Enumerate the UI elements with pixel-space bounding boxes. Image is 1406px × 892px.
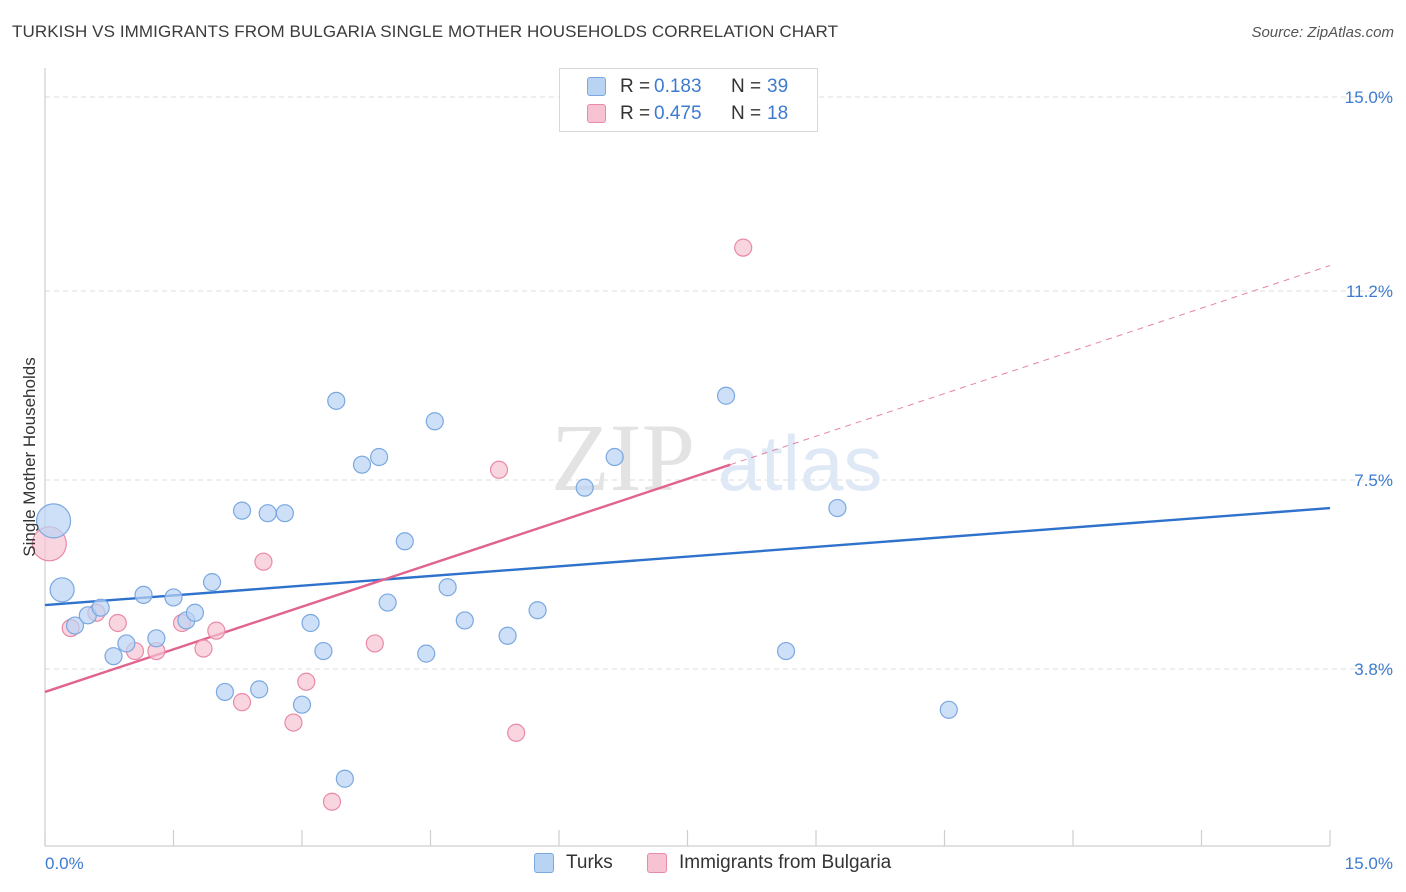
turks-point — [185, 603, 205, 622]
bulgaria-point — [322, 792, 342, 811]
turks-point — [716, 386, 736, 405]
legend-label-bulgaria: Immigrants from Bulgaria — [679, 852, 892, 873]
turks-point — [828, 498, 847, 518]
r-value: 0.183 — [654, 76, 702, 97]
n-label: N = — [731, 76, 762, 97]
turks-point — [417, 644, 436, 663]
turks-point — [65, 616, 85, 635]
turks-point — [275, 504, 294, 523]
y-tick-label: 7.5% — [1354, 471, 1393, 490]
y-tick-labels: 3.8% 7.5% 11.2% 15.0% — [1345, 88, 1393, 679]
turks-point — [202, 573, 222, 592]
turks-point — [49, 577, 75, 603]
correlation-legend: R = 0.183 N = 39 R = 0.475 N = 18 — [559, 68, 818, 132]
turks-point — [91, 598, 110, 617]
bulgaria-swatch — [647, 853, 667, 873]
bulgaria-point — [232, 693, 252, 712]
trend-lines — [44, 265, 1331, 694]
turks-point — [215, 682, 234, 702]
turks-point — [425, 412, 444, 431]
turks-point — [250, 680, 269, 699]
turks-point — [335, 769, 354, 788]
turks-point — [35, 503, 72, 539]
r-value: 0.475 — [654, 103, 702, 124]
turks-point — [776, 641, 796, 661]
turks-point — [370, 447, 389, 467]
turks-point — [117, 634, 136, 653]
y-tick-label: 15.0% — [1345, 88, 1393, 107]
turks-point — [301, 613, 320, 633]
x-tick-label: 0.0% — [45, 854, 84, 873]
x-tick-labels: 0.0% 15.0% — [45, 854, 1393, 873]
turks-swatch — [587, 77, 606, 96]
turks-point — [438, 578, 457, 597]
bulgaria-point — [507, 723, 526, 742]
x-tick-label: 15.0% — [1345, 854, 1393, 873]
legend-item-turks[interactable]: Turks — [534, 852, 613, 874]
watermark-atlas: atlas — [718, 419, 883, 507]
r-label: R = — [620, 76, 651, 97]
legend-item-bulgaria[interactable]: Immigrants from Bulgaria — [647, 852, 891, 874]
data-points — [31, 238, 958, 811]
bulgaria-point — [254, 552, 273, 571]
turks-point — [395, 532, 414, 551]
n-label: N = — [731, 103, 762, 124]
turks-point — [232, 501, 252, 520]
bulgaria-point — [284, 713, 303, 732]
turks-point — [575, 478, 594, 497]
watermark: ZIP atlas — [551, 404, 882, 511]
turks-trend-line — [44, 506, 1331, 607]
turks-point — [605, 447, 624, 467]
turks-point — [164, 588, 183, 607]
gridlines — [45, 96, 1392, 670]
n-value: 18 — [767, 103, 789, 124]
axes — [44, 68, 1331, 847]
bulgaria-point — [108, 613, 127, 633]
bulgaria-swatch — [587, 104, 606, 123]
bulgaria-point — [194, 639, 213, 658]
turks-point — [258, 504, 277, 523]
bulgaria-point — [734, 238, 753, 257]
y-tick-label: 11.2% — [1346, 282, 1393, 301]
turks-point — [939, 700, 958, 719]
bulgaria-point — [365, 634, 384, 653]
bulgaria-point — [297, 672, 316, 691]
n-value: 39 — [767, 76, 789, 97]
y-tick-label: 3.8% — [1354, 660, 1393, 679]
r-label: R = — [620, 103, 651, 124]
turks-point — [455, 611, 474, 630]
turks-point — [292, 695, 312, 714]
turks-point — [134, 585, 153, 605]
turks-point — [104, 647, 123, 666]
turks-swatch — [534, 853, 554, 873]
turks-point — [314, 641, 333, 661]
series-legend: Turks Immigrants from Bulgaria — [0, 852, 1406, 878]
turks-point — [327, 391, 346, 410]
turks-point — [147, 629, 166, 648]
turks-point — [528, 601, 547, 620]
y-axis-label: Single Mother Households — [20, 357, 39, 556]
turks-point — [378, 593, 397, 612]
bulgaria-point — [207, 621, 226, 640]
turks-point — [498, 626, 517, 645]
bulgaria-trend-line — [44, 463, 731, 694]
bulgaria-point — [489, 460, 509, 479]
turks-point — [352, 455, 372, 474]
source-credit: Source: ZipAtlas.com — [1251, 24, 1394, 41]
legend-label-turks: Turks — [566, 852, 613, 873]
chart-title: TURKISH VS IMMIGRANTS FROM BULGARIA SING… — [12, 22, 839, 41]
